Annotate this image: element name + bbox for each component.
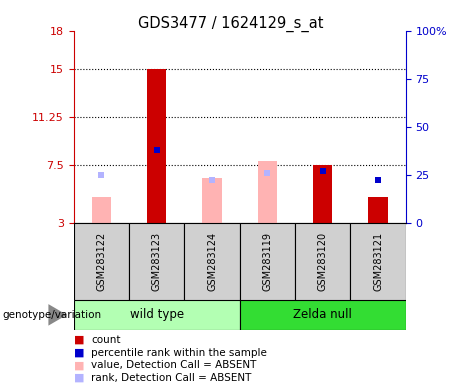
Bar xyxy=(92,197,111,223)
Text: GDS3477 / 1624129_s_at: GDS3477 / 1624129_s_at xyxy=(138,15,323,31)
Bar xyxy=(147,69,166,223)
Polygon shape xyxy=(48,304,67,326)
Text: Zelda null: Zelda null xyxy=(293,308,352,321)
Text: ■: ■ xyxy=(74,360,84,370)
Bar xyxy=(295,223,350,300)
Text: percentile rank within the sample: percentile rank within the sample xyxy=(91,348,267,358)
Text: GSM283119: GSM283119 xyxy=(262,232,272,291)
Bar xyxy=(74,300,240,330)
Bar xyxy=(240,223,295,300)
Text: ■: ■ xyxy=(74,373,84,383)
Bar xyxy=(258,161,277,223)
Bar xyxy=(74,223,129,300)
Text: count: count xyxy=(91,335,121,345)
Text: GSM283122: GSM283122 xyxy=(96,232,106,291)
Text: GSM283123: GSM283123 xyxy=(152,232,162,291)
Bar xyxy=(202,178,222,223)
Text: GSM283124: GSM283124 xyxy=(207,232,217,291)
Bar xyxy=(313,165,332,223)
Text: GSM283121: GSM283121 xyxy=(373,232,383,291)
Text: genotype/variation: genotype/variation xyxy=(2,310,101,320)
Text: ■: ■ xyxy=(74,348,84,358)
Text: value, Detection Call = ABSENT: value, Detection Call = ABSENT xyxy=(91,360,257,370)
Text: GSM283120: GSM283120 xyxy=(318,232,328,291)
Bar xyxy=(129,223,184,300)
Text: ■: ■ xyxy=(74,335,84,345)
Text: wild type: wild type xyxy=(130,308,184,321)
Text: rank, Detection Call = ABSENT: rank, Detection Call = ABSENT xyxy=(91,373,252,383)
Bar xyxy=(368,197,388,223)
Bar xyxy=(350,223,406,300)
Bar xyxy=(184,223,240,300)
Bar xyxy=(240,300,406,330)
